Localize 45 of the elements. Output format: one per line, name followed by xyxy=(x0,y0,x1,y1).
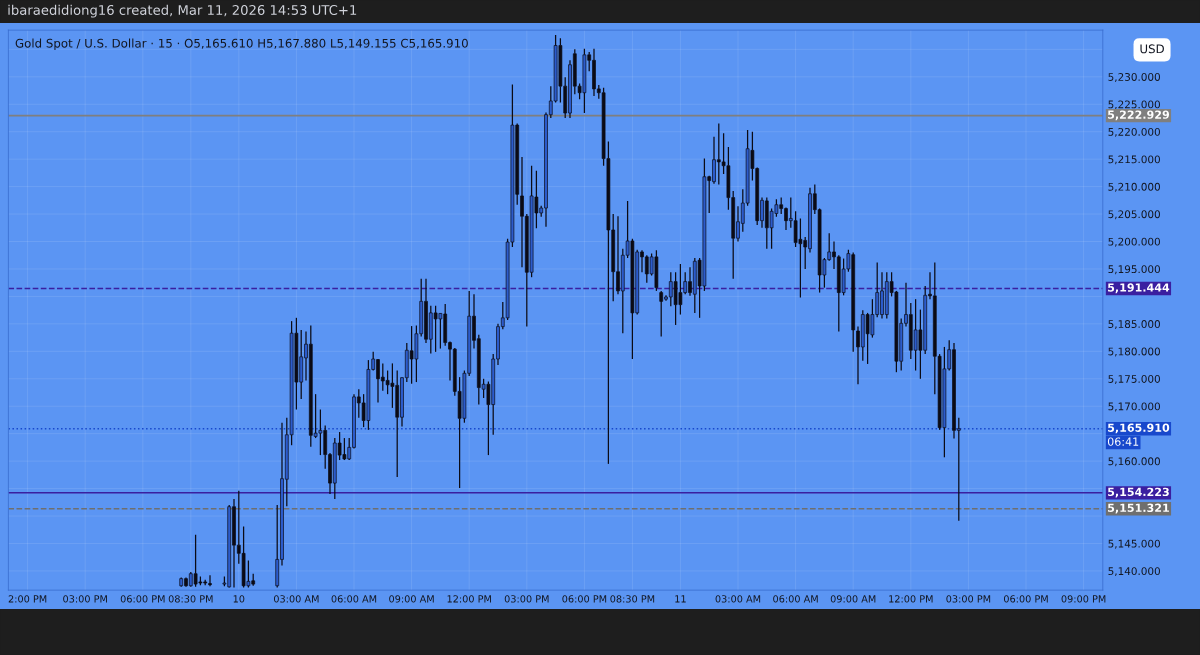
x-tick-label: 06:00 PM xyxy=(562,595,607,603)
y-tick-label: 5,210.000 xyxy=(1108,182,1160,192)
ref-line-label: 5,222.929 xyxy=(1108,110,1170,121)
x-tick-label: 03:00 PM xyxy=(946,595,991,603)
candlestick xyxy=(659,290,664,338)
x-tick-label: 10 xyxy=(233,595,245,603)
y-tick-label: 5,220.000 xyxy=(1108,127,1160,137)
x-tick-label: 03:00 AM xyxy=(273,595,319,603)
x-tick-label: 03:00 PM xyxy=(63,595,107,603)
y-tick-label: 5,160.000 xyxy=(1108,457,1160,467)
x-tick-label: 12:00 PM xyxy=(447,595,491,603)
ref-line-label: 5,191.444 xyxy=(1108,283,1170,294)
ref-line-label: 5,165.910 xyxy=(1108,423,1170,434)
y-tick-label: 5,145.000 xyxy=(1108,539,1160,549)
x-tick-label: 09:00 AM xyxy=(389,595,434,603)
x-tick-label: 09:00 PM xyxy=(1061,595,1106,603)
y-tick-label: 5,225.000 xyxy=(1108,100,1160,110)
chart-title: ibaraedidiong16 created, Mar 11, 2026 14:53 UTC+1 xyxy=(8,4,357,18)
x-tick-label: 08:30 PM xyxy=(168,595,213,603)
x-tick-label: 06:00 PM xyxy=(120,595,165,603)
x-tick-label: 09:00 AM xyxy=(830,595,876,603)
x-tick-label: 06:00 AM xyxy=(331,595,377,603)
y-axis-title: USD xyxy=(1140,44,1164,54)
y-tick-label: 5,205.000 xyxy=(1108,210,1160,220)
y-tick-label: 5,140.000 xyxy=(1108,567,1160,577)
x-tick-label: 12:00 PM xyxy=(889,595,933,603)
y-tick-label: 5,185.000 xyxy=(1108,320,1160,330)
x-tick-label: 11 xyxy=(675,595,686,603)
x-tick-label: 06:00 PM xyxy=(1003,595,1048,603)
x-tick-label: 03:00 AM xyxy=(715,595,761,603)
x-tick-label: 08:30 PM xyxy=(610,595,655,603)
x-tick-label: 2:00 PM xyxy=(8,595,47,603)
y-tick-label: 5,215.000 xyxy=(1108,155,1160,165)
ref-line-label: 5,151.321 xyxy=(1108,503,1169,514)
y-tick-label: 5,230.000 xyxy=(1108,73,1160,82)
y-tick-label: 5,195.000 xyxy=(1108,265,1160,275)
x-tick-label: 03:00 PM xyxy=(504,595,549,603)
y-tick-label: 5,200.000 xyxy=(1108,237,1160,247)
y-tick-label: 5,170.000 xyxy=(1108,402,1160,412)
y-tick-label: 5,180.000 xyxy=(1108,347,1160,357)
text: Gold Spot / U.S. Dollar · 15 · O5,165.610 H5,167.880 L5,149.155 C5,165.910 xyxy=(15,38,468,50)
x-tick-label: 06:00 AM xyxy=(773,595,818,603)
text: 06:41 xyxy=(1107,437,1139,446)
ref-line-label: 5,154.223 xyxy=(1108,487,1169,498)
y-tick-label: 5,175.000 xyxy=(1108,375,1160,384)
